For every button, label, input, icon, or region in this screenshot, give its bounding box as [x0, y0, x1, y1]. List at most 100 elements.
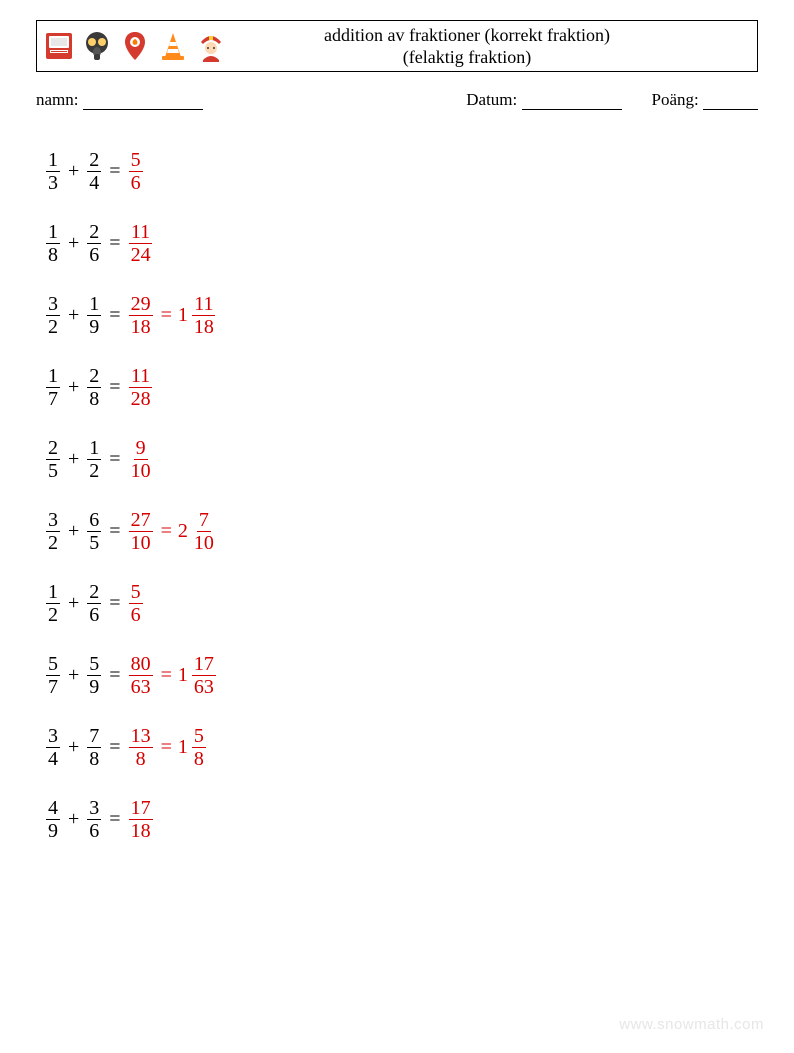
numerator: 7: [197, 510, 211, 532]
fraction: 24: [87, 150, 101, 193]
plus-sign: +: [68, 520, 79, 543]
numerator: 9: [134, 438, 148, 460]
mixed-number: 158: [178, 726, 208, 769]
mixed-number: 11118: [178, 294, 218, 337]
denominator: 18: [129, 820, 153, 841]
mixed-number: 11763: [178, 654, 218, 697]
denominator: 6: [87, 604, 101, 625]
numerator: 11: [129, 366, 152, 388]
fraction: 26: [87, 582, 101, 625]
problem-row: 49+36=1718: [44, 783, 218, 855]
denominator: 6: [87, 820, 101, 841]
fraction: 910: [129, 438, 153, 481]
denominator: 8: [46, 244, 60, 265]
fraction: 57: [46, 654, 60, 697]
numerator: 2: [46, 438, 60, 460]
numerator: 2: [87, 222, 101, 244]
numerator: 5: [192, 726, 206, 748]
date-underline: [522, 92, 622, 110]
denominator: 4: [87, 172, 101, 193]
denominator: 18: [192, 316, 216, 337]
fraction: 19: [87, 294, 101, 337]
numerator: 7: [87, 726, 101, 748]
firefighter-icon: [195, 30, 227, 62]
plus-sign: +: [68, 736, 79, 759]
whole-part: 1: [178, 664, 188, 687]
plus-sign: +: [68, 160, 79, 183]
fraction: 1128: [129, 366, 153, 409]
numerator: 1: [46, 366, 60, 388]
location-pin-icon: [119, 30, 151, 62]
fraction: 1718: [129, 798, 153, 841]
whole-part: 2: [178, 520, 188, 543]
header-box: addition av fraktioner (korrekt fraktion…: [36, 20, 758, 72]
problem-row: 32+19=2918=11118: [44, 279, 218, 351]
denominator: 9: [87, 676, 101, 697]
numerator: 17: [192, 654, 216, 676]
denominator: 5: [87, 532, 101, 553]
plus-sign: +: [68, 592, 79, 615]
denominator: 3: [46, 172, 60, 193]
fraction: 26: [87, 222, 101, 265]
equals-sign: =: [109, 304, 120, 327]
numerator: 17: [129, 798, 153, 820]
equals-sign: =: [161, 520, 172, 543]
denominator: 9: [87, 316, 101, 337]
fraction: 17: [46, 366, 60, 409]
watermark: www.snowmath.com: [619, 1016, 764, 1033]
denominator: 10: [192, 532, 216, 553]
problem-row: 25+12=910: [44, 423, 218, 495]
denominator: 2: [87, 460, 101, 481]
score-label: Poäng:: [652, 90, 699, 109]
equals-sign: =: [109, 520, 120, 543]
denominator: 18: [129, 316, 153, 337]
numerator: 5: [129, 150, 143, 172]
numerator: 5: [87, 654, 101, 676]
fraction: 8063: [129, 654, 153, 697]
equals-sign: =: [109, 448, 120, 471]
equals-sign: =: [109, 232, 120, 255]
fraction: 1118: [192, 294, 216, 337]
denominator: 6: [129, 172, 143, 193]
numerator: 80: [129, 654, 153, 676]
numerator: 13: [129, 726, 153, 748]
fraction: 28: [87, 366, 101, 409]
fraction: 58: [192, 726, 206, 769]
fraction: 78: [87, 726, 101, 769]
numerator: 1: [87, 294, 101, 316]
denominator: 9: [46, 820, 60, 841]
fraction: 2710: [129, 510, 153, 553]
problem-row: 32+65=2710=2710: [44, 495, 218, 567]
fraction: 12: [46, 582, 60, 625]
fire-alarm-icon: [43, 30, 75, 62]
denominator: 8: [134, 748, 148, 769]
problem-row: 12 +26 = 5 6: [44, 567, 218, 639]
title-line-2: (felaktig fraktion): [227, 46, 707, 69]
numerator: 1: [46, 222, 60, 244]
fraction: 49: [46, 798, 60, 841]
numerator: 5: [129, 582, 143, 604]
whole-part: 1: [178, 304, 188, 327]
denominator: 2: [46, 604, 60, 625]
plus-sign: +: [68, 232, 79, 255]
numerator: 4: [46, 798, 60, 820]
worksheet-title: addition av fraktioner (korrekt fraktion…: [227, 24, 757, 69]
equals-sign: =: [161, 736, 172, 759]
equals-sign: =: [109, 592, 120, 615]
numerator: 2: [87, 366, 101, 388]
numerator: 1: [87, 438, 101, 460]
score-underline: [703, 92, 758, 110]
gas-mask-icon: [81, 30, 113, 62]
worksheet-page: addition av fraktioner (korrekt fraktion…: [0, 0, 794, 1053]
denominator: 63: [192, 676, 216, 697]
numerator: 1: [46, 582, 60, 604]
denominator: 8: [192, 748, 206, 769]
fraction: 2918: [129, 294, 153, 337]
fraction: 13: [46, 150, 60, 193]
fraction: 1763: [192, 654, 216, 697]
equals-sign: =: [161, 664, 172, 687]
denominator: 2: [46, 532, 60, 553]
equals-sign: =: [109, 664, 120, 687]
denominator: 24: [129, 244, 153, 265]
denominator: 10: [129, 460, 153, 481]
